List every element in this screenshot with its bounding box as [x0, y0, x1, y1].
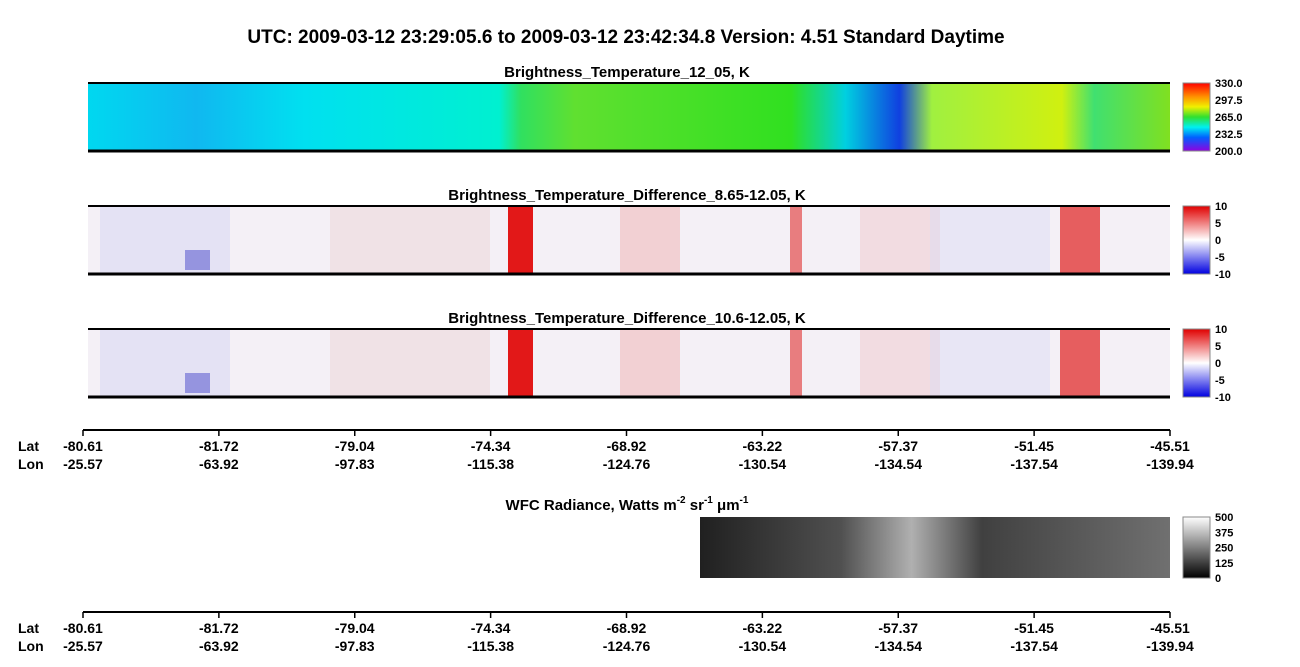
colorbar — [1182, 82, 1211, 152]
colorbar-label: 232.5 — [1215, 129, 1243, 141]
lat-label: -51.45 — [1014, 438, 1054, 454]
lat-label: -63.22 — [743, 620, 783, 636]
lat-label: -81.72 — [199, 438, 239, 454]
colorbar-label: 265.0 — [1215, 112, 1243, 124]
image-feature — [790, 329, 802, 397]
lat-label: -57.37 — [878, 438, 918, 454]
title-part: -1 — [704, 495, 713, 506]
title-part: sr — [686, 497, 705, 514]
colorbar-label: 5 — [1215, 218, 1221, 230]
lon-label: -97.83 — [335, 638, 375, 654]
colorbar — [1182, 205, 1211, 275]
lat-label: -81.72 — [199, 620, 239, 636]
lon-label: -137.54 — [1010, 456, 1058, 472]
lat-label: -79.04 — [335, 620, 375, 636]
colorbar-label: 330.0 — [1215, 78, 1243, 90]
colorbar-label: 10 — [1215, 324, 1227, 336]
panel-title: Brightness_Temperature_Difference_8.65-1… — [448, 187, 806, 204]
image-feature — [185, 250, 210, 270]
lon-label: -134.54 — [875, 456, 923, 472]
lat-label: -51.45 — [1014, 620, 1054, 636]
page-title: UTC: 2009-03-12 23:29:05.6 to 2009-03-12… — [247, 27, 1004, 48]
lon-label: -139.94 — [1146, 638, 1194, 654]
panel-title: WFC Radiance, Watts m-2 sr-1 μm-1 — [506, 495, 749, 514]
image-feature — [860, 206, 940, 274]
lon-label: -25.57 — [63, 456, 103, 472]
lat-label: -80.61 — [63, 438, 103, 454]
colorbar-label: 250 — [1215, 543, 1233, 555]
image-feature — [620, 206, 680, 274]
colorbar — [1182, 328, 1211, 398]
lon-label: -97.83 — [335, 456, 375, 472]
image-feature — [930, 329, 1050, 397]
lon-label: -63.92 — [199, 456, 239, 472]
image-feature — [620, 329, 680, 397]
lon-label: -124.76 — [603, 638, 651, 654]
image-feature — [100, 206, 230, 274]
colorbar-label: 375 — [1215, 527, 1233, 539]
lat-label: -74.34 — [471, 620, 511, 636]
image-feature — [508, 329, 533, 397]
panel-title: Brightness_Temperature_Difference_10.6-1… — [448, 310, 806, 327]
lon-label: -130.54 — [739, 638, 787, 654]
colorbar-label: 125 — [1215, 558, 1233, 570]
title-part: -1 — [740, 495, 749, 506]
lat-label: -57.37 — [878, 620, 918, 636]
image — [88, 83, 1170, 151]
image — [700, 517, 1170, 578]
lat-label: -45.51 — [1150, 620, 1190, 636]
colorbar-label: 0 — [1215, 573, 1221, 585]
lon-label: -115.38 — [467, 456, 514, 472]
image-feature — [860, 329, 940, 397]
colorbar-label: -5 — [1215, 252, 1225, 264]
title-part: μm — [713, 497, 740, 514]
lat-label: -63.22 — [743, 438, 783, 454]
lon-label: -139.94 — [1146, 456, 1194, 472]
colorbar — [1182, 516, 1211, 579]
image-feature — [930, 206, 1050, 274]
colorbar-label: 0 — [1215, 235, 1221, 247]
lon-label: -25.57 — [63, 638, 103, 654]
lat-label: -68.92 — [607, 438, 647, 454]
lat-label: -80.61 — [63, 620, 103, 636]
image-feature — [100, 329, 230, 397]
lat-label: -68.92 — [607, 620, 647, 636]
title-part: WFC Radiance, Watts m — [506, 497, 677, 514]
image-feature — [185, 373, 210, 393]
colorbar-label: -10 — [1215, 392, 1231, 404]
image-feature — [1060, 329, 1100, 397]
lon-label: -115.38 — [467, 638, 514, 654]
lon-label: -63.92 — [199, 638, 239, 654]
title-part: -2 — [677, 495, 686, 506]
lat-label: -45.51 — [1150, 438, 1190, 454]
lat-label: -79.04 — [335, 438, 375, 454]
lon-label: -124.76 — [603, 456, 651, 472]
image-feature — [1060, 206, 1100, 274]
lat-label: -74.34 — [471, 438, 511, 454]
axis-label: Lat — [18, 438, 39, 454]
colorbar-label: -10 — [1215, 269, 1231, 281]
axis-label: Lat — [18, 620, 39, 636]
lon-label: -137.54 — [1010, 638, 1058, 654]
axis-label: Lon — [18, 638, 44, 654]
colorbar-label: -5 — [1215, 375, 1225, 387]
colorbar-label: 0 — [1215, 358, 1221, 370]
image-feature — [330, 329, 490, 397]
colorbar-label: 200.0 — [1215, 146, 1243, 158]
lon-label: -134.54 — [875, 638, 923, 654]
image-feature — [330, 206, 490, 274]
colorbar-label: 297.5 — [1215, 95, 1243, 107]
lon-label: -130.54 — [739, 456, 787, 472]
colorbar-label: 10 — [1215, 201, 1227, 213]
axis-label: Lon — [18, 456, 44, 472]
colorbar-label: 5 — [1215, 341, 1221, 353]
image-feature — [790, 206, 802, 274]
panel-title: Brightness_Temperature_12_05, K — [504, 64, 750, 81]
image-feature — [508, 206, 533, 274]
colorbar-label: 500 — [1215, 512, 1233, 524]
